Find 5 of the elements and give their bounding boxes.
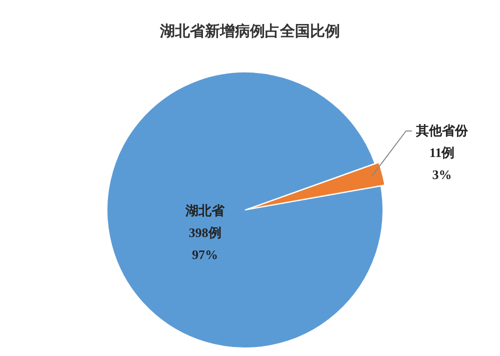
chart-title: 湖北省新增病例占全国比例: [159, 22, 340, 40]
slice-label: 湖北省: [184, 203, 226, 218]
slice-label: 其他省份: [415, 123, 469, 138]
data-label: 398例 97%: [188, 225, 222, 262]
data-label: 11例 3%: [429, 145, 455, 182]
